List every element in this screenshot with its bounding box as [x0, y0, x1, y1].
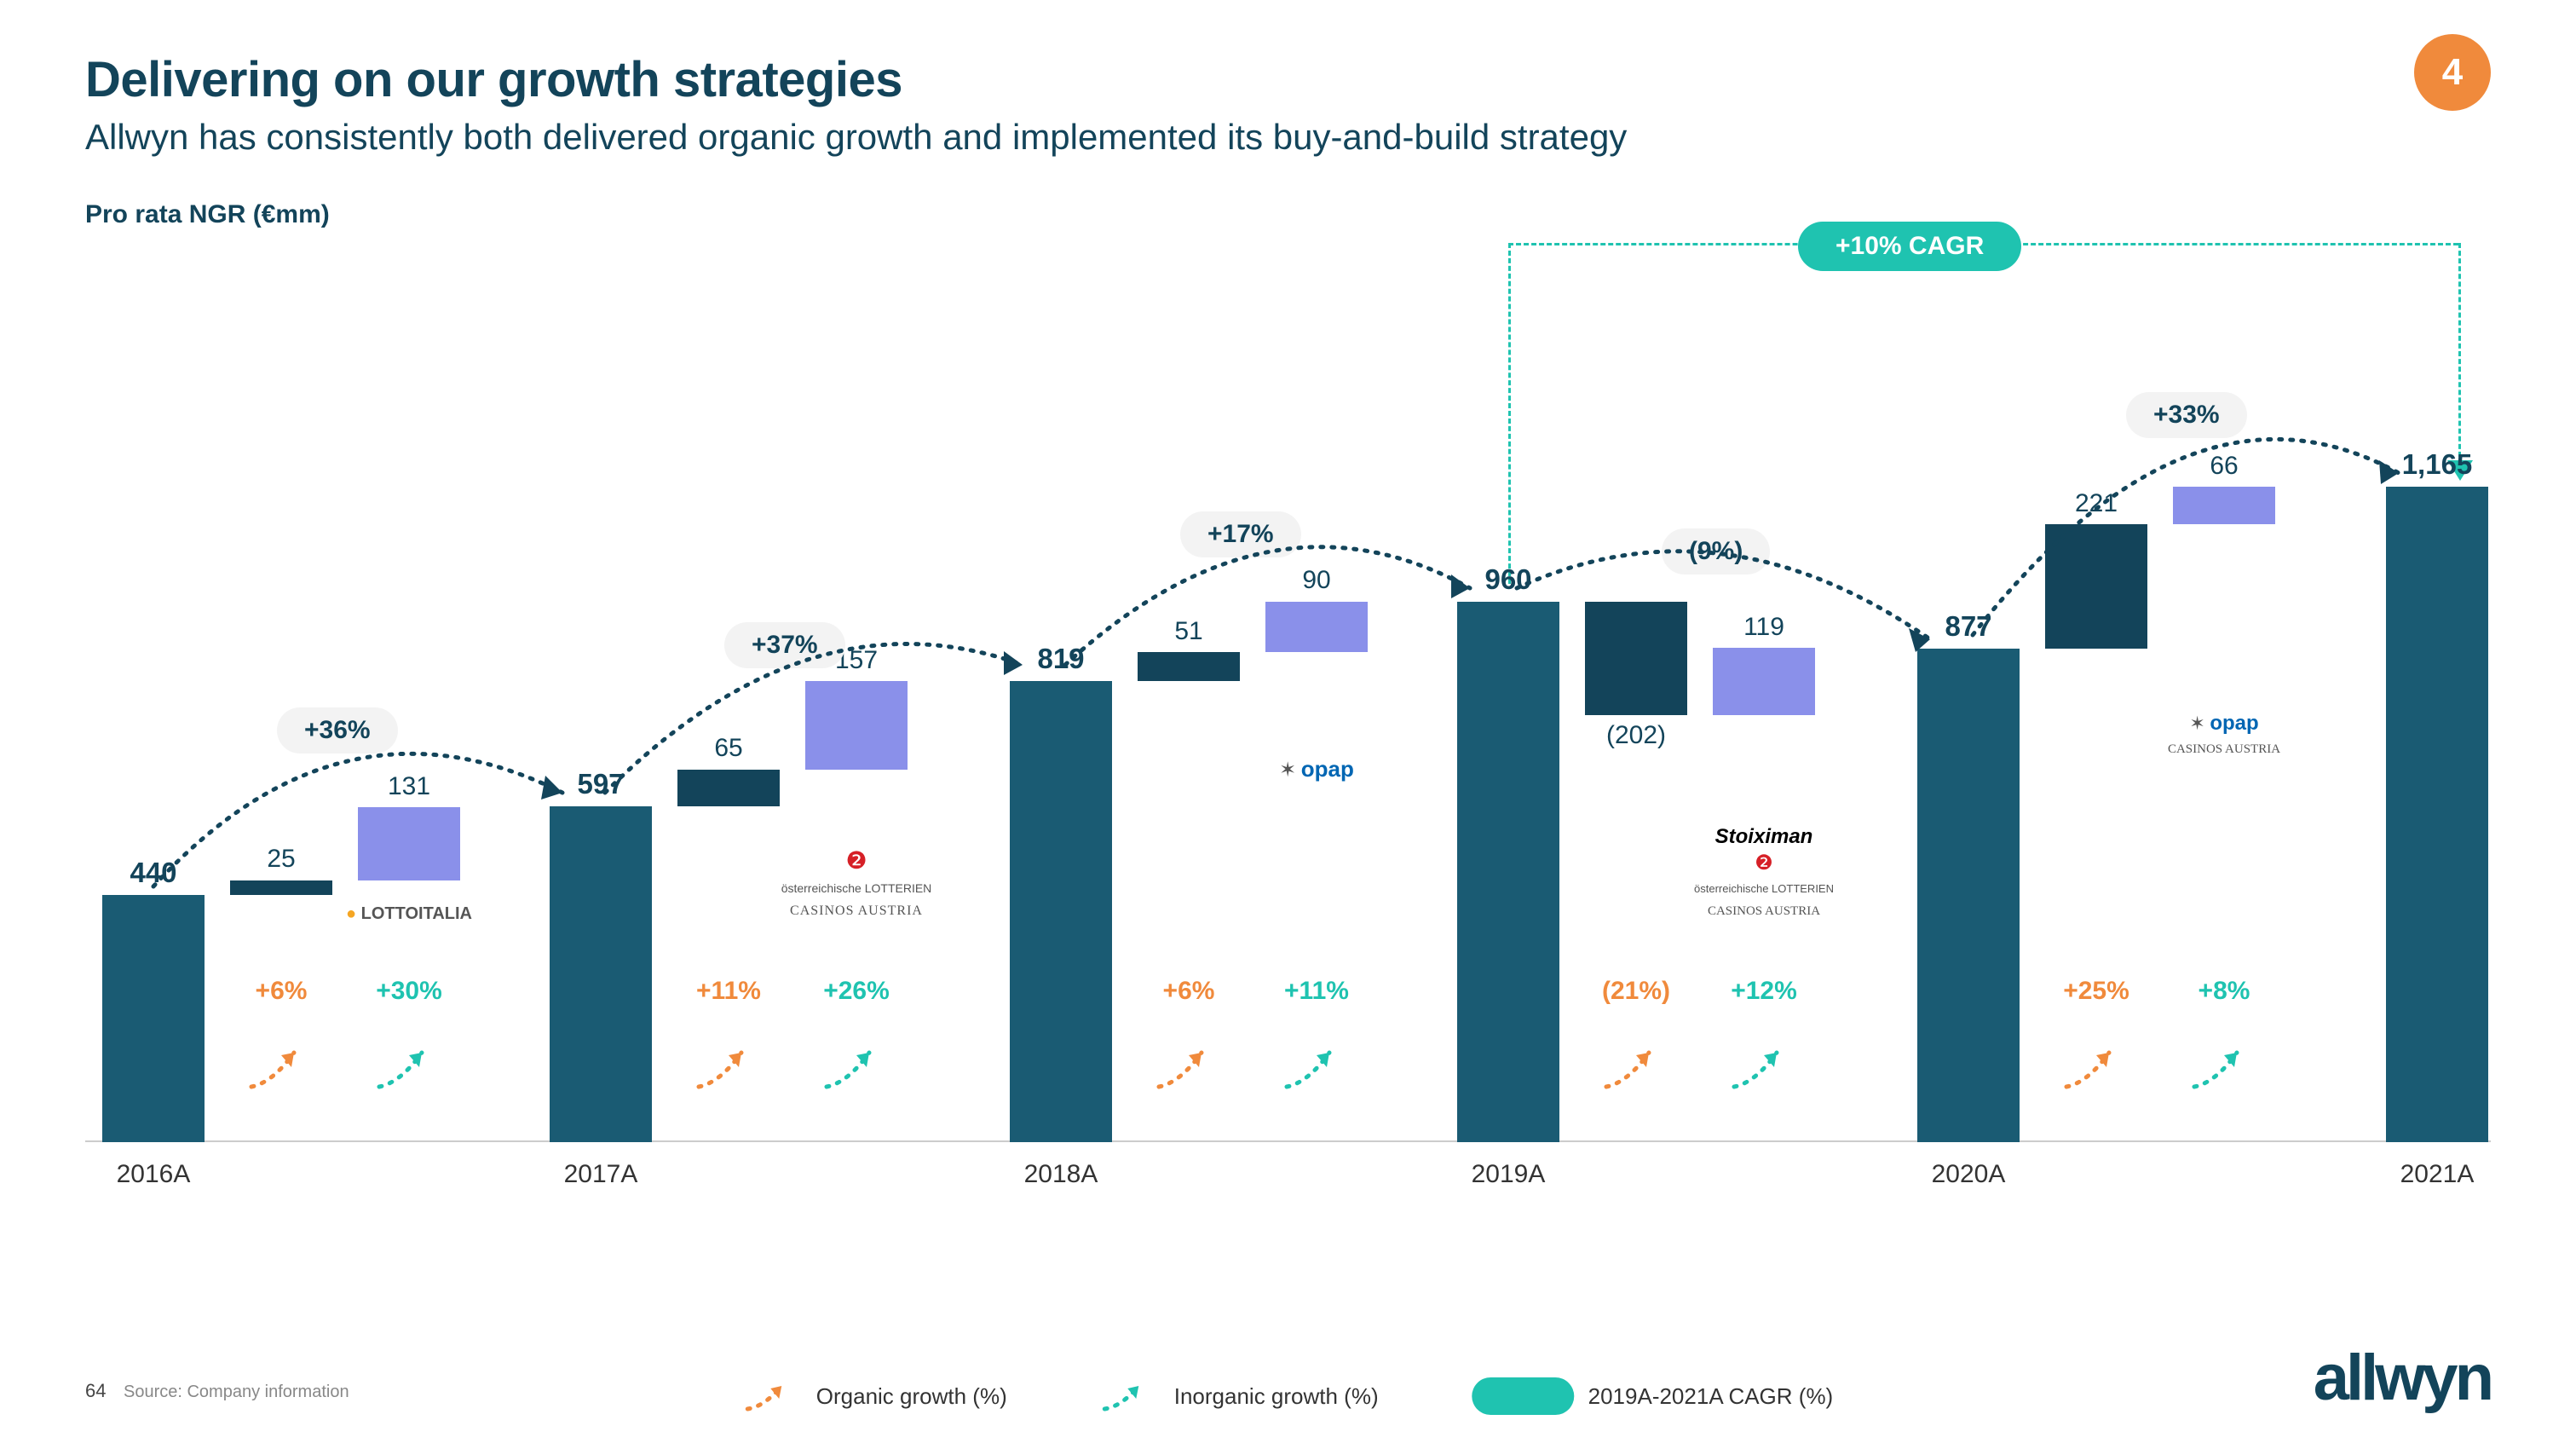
- waterfall-chart: +10% CAGR 440 25 131 2016A +6% +30% ● LO…: [85, 290, 2491, 1236]
- bar-total-2018: 819: [1010, 681, 1112, 1142]
- legend-organic: Organic growth (%): [743, 1379, 1007, 1413]
- swoosh-inorganic-icon: [1101, 1379, 1161, 1413]
- cagr-badge: +10% CAGR: [1798, 222, 2021, 271]
- legend-label: Organic growth (%): [816, 1383, 1007, 1410]
- logo-stoiximan: Stoiximan ❷ österreichische LOTTERIEN CA…: [1687, 823, 1841, 921]
- year-label: 2021A: [2386, 1160, 2488, 1189]
- swoosh-organic-icon: [1155, 1040, 1223, 1091]
- swoosh-inorganic-icon: [375, 1040, 443, 1091]
- legend-label: Inorganic growth (%): [1174, 1383, 1379, 1410]
- section-badge: 4: [2414, 34, 2491, 111]
- yoy-label: +33%: [2126, 392, 2247, 438]
- cagr-connector-right: [2458, 243, 2461, 465]
- inorganic-pct: +26%: [801, 977, 912, 1006]
- cagr-pill-icon: [1472, 1377, 1575, 1415]
- yoy-label: +36%: [277, 707, 398, 753]
- slide-title: Delivering on our growth strategies: [85, 51, 2491, 108]
- page-number: 64: [85, 1380, 106, 1402]
- year-label: 2017A: [550, 1160, 652, 1189]
- swoosh-organic-icon: [743, 1379, 803, 1413]
- legend-inorganic: Inorganic growth (%): [1101, 1379, 1379, 1413]
- inorganic-pct: +30%: [354, 977, 464, 1006]
- year-label: 2019A: [1457, 1160, 1559, 1189]
- swoosh-inorganic-icon: [2190, 1040, 2258, 1091]
- organic-pct: +6%: [226, 977, 337, 1006]
- yoy-label: +37%: [724, 622, 845, 668]
- yoy-label: +17%: [1180, 511, 1301, 557]
- legend-label: 2019A-2021A CAGR (%): [1588, 1383, 1834, 1410]
- bar-total-2020: 877: [1917, 649, 2020, 1142]
- swoosh-inorganic-icon: [1730, 1040, 1798, 1091]
- legend-cagr: 2019A-2021A CAGR (%): [1472, 1377, 1834, 1415]
- inorganic-pct: +8%: [2169, 977, 2279, 1006]
- swoosh-inorganic-icon: [1282, 1040, 1351, 1091]
- bar-total-2017: 597: [550, 806, 652, 1142]
- inorganic-pct: +12%: [1709, 977, 1819, 1006]
- metric-label: Pro rata NGR (€mm): [85, 200, 2491, 229]
- organic-pct: +25%: [2041, 977, 2152, 1006]
- yoy-label: (9%): [1662, 528, 1770, 574]
- slide-subtitle: Allwyn has consistently both delivered o…: [85, 117, 2491, 158]
- chart-legend: Organic growth (%) Inorganic growth (%) …: [743, 1377, 1833, 1415]
- organic-pct: +6%: [1133, 977, 1244, 1006]
- swoosh-organic-icon: [247, 1040, 315, 1091]
- swoosh-organic-icon: [2062, 1040, 2130, 1091]
- bar-total-2021: 1,165: [2386, 487, 2488, 1142]
- cagr-connector-left: [1508, 243, 1511, 584]
- organic-pct: +11%: [673, 977, 784, 1006]
- swoosh-inorganic-icon: [822, 1040, 890, 1091]
- bar-total-2016: 440: [102, 895, 205, 1142]
- logo-opap-casinos: ✶ opap CASINOS AUSTRIA: [2147, 710, 2301, 759]
- chart-baseline: [85, 1140, 2491, 1142]
- swoosh-organic-icon: [694, 1040, 763, 1091]
- year-label: 2016A: [102, 1160, 205, 1189]
- organic-pct: (21%): [1581, 977, 1691, 1006]
- swoosh-organic-icon: [1602, 1040, 1670, 1091]
- logo-opap: ✶ opap: [1240, 755, 1393, 784]
- inorganic-pct: +11%: [1261, 977, 1372, 1006]
- logo-lottoitalia: ● LOTTOITALIA: [332, 903, 486, 925]
- year-label: 2018A: [1010, 1160, 1112, 1189]
- logo-lotterien: ❷ österreichische LOTTERIEN CASINOS AUST…: [780, 846, 933, 921]
- bar-total-2019: 960: [1457, 602, 1559, 1142]
- year-label: 2020A: [1917, 1160, 2020, 1189]
- brand-logo: allwyn: [2314, 1341, 2491, 1415]
- source-text: Source: Company information: [124, 1383, 349, 1402]
